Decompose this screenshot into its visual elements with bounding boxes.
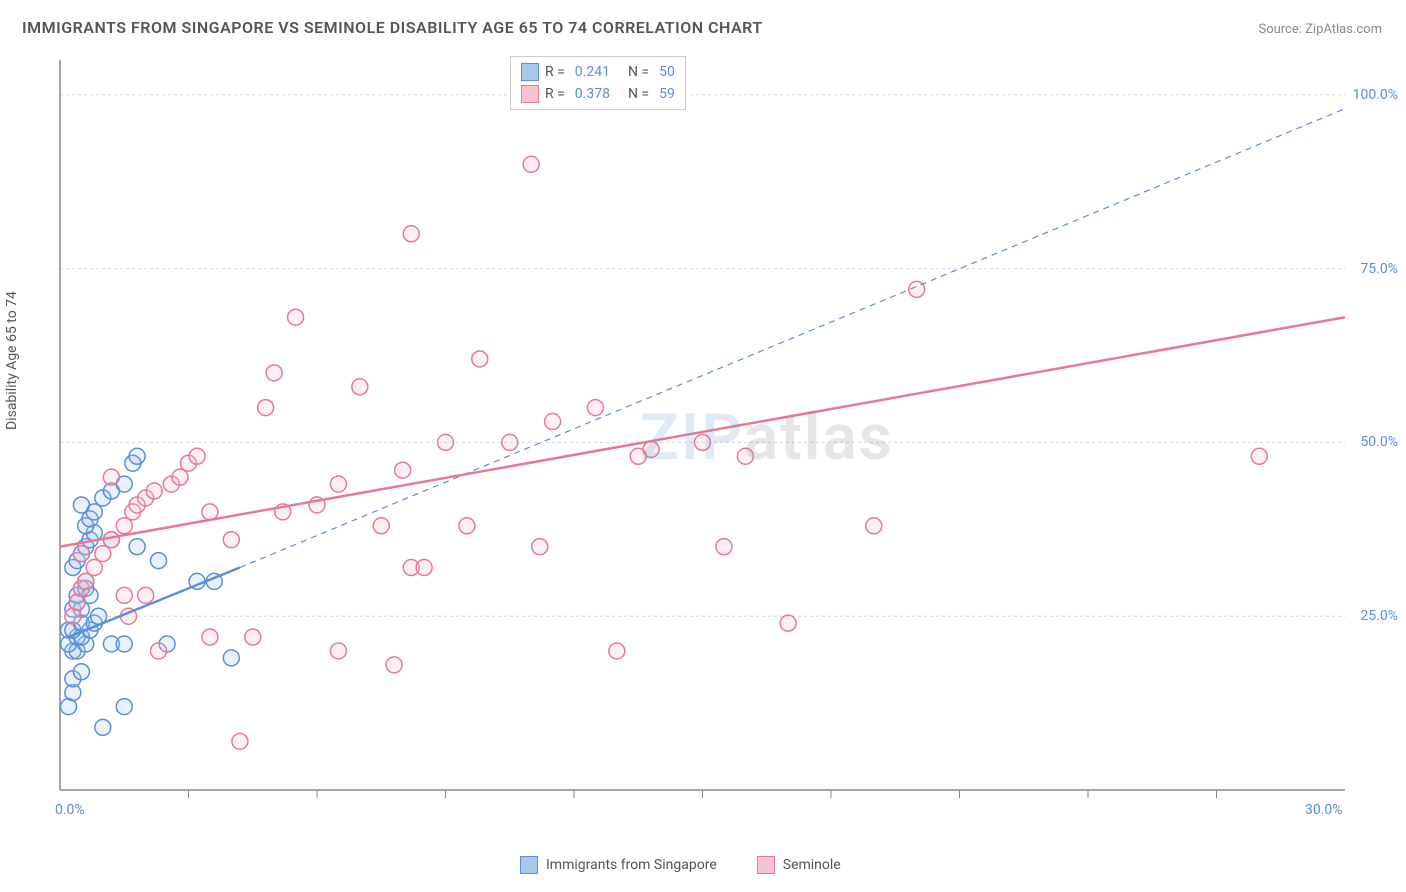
chart-area xyxy=(50,50,1385,820)
data-point xyxy=(95,546,111,562)
y-tick-label: 100.0% xyxy=(1353,87,1398,103)
data-point xyxy=(223,650,239,666)
legend-item: Immigrants from Singapore xyxy=(520,856,717,874)
data-point xyxy=(266,365,282,381)
trend-line-dashed xyxy=(240,109,1345,568)
legend-row: R = 0.241 N = 50 xyxy=(521,61,675,83)
y-tick-label: 50.0% xyxy=(1360,434,1398,450)
data-point xyxy=(202,504,218,520)
r-label: R = xyxy=(545,86,565,102)
data-point xyxy=(78,573,94,589)
y-axis-label: Disability Age 65 to 74 xyxy=(4,291,20,430)
n-value: 59 xyxy=(659,86,675,102)
data-point xyxy=(780,615,796,631)
n-label: N = xyxy=(628,86,649,102)
n-value: 50 xyxy=(659,64,675,80)
data-point xyxy=(202,629,218,645)
data-point xyxy=(232,733,248,749)
data-point xyxy=(472,351,488,367)
data-point xyxy=(643,441,659,457)
data-point xyxy=(416,560,432,576)
trend-line xyxy=(60,317,1345,546)
data-point xyxy=(95,719,111,735)
data-point xyxy=(438,434,454,450)
data-point xyxy=(86,560,102,576)
legend-label: Seminole xyxy=(783,857,841,873)
legend-swatch xyxy=(521,63,539,81)
x-tick-label: 0.0% xyxy=(55,802,85,818)
legend-row: R = 0.378 N = 59 xyxy=(521,83,675,105)
data-point xyxy=(245,629,261,645)
data-point xyxy=(116,636,132,652)
data-point xyxy=(223,532,239,548)
data-point xyxy=(146,483,162,499)
data-point xyxy=(330,643,346,659)
r-value: 0.241 xyxy=(575,64,610,80)
legend-swatch xyxy=(757,856,775,874)
data-point xyxy=(73,546,89,562)
chart-title: IMMIGRANTS FROM SINGAPORE VS SEMINOLE DI… xyxy=(22,18,763,37)
legend-swatch xyxy=(521,85,539,103)
data-point xyxy=(129,448,145,464)
data-point xyxy=(172,469,188,485)
n-label: N = xyxy=(628,64,649,80)
data-point xyxy=(373,518,389,534)
r-label: R = xyxy=(545,64,565,80)
data-point xyxy=(523,156,539,172)
data-point xyxy=(116,587,132,603)
data-point xyxy=(73,664,89,680)
data-point xyxy=(502,434,518,450)
data-point xyxy=(352,379,368,395)
data-point xyxy=(532,539,548,555)
data-point xyxy=(129,539,145,555)
legend-swatch xyxy=(520,856,538,874)
legend-label: Immigrants from Singapore xyxy=(546,857,717,873)
y-tick-label: 75.0% xyxy=(1360,261,1398,277)
data-point xyxy=(459,518,475,534)
data-point xyxy=(189,448,205,464)
data-point xyxy=(587,400,603,416)
data-point xyxy=(103,469,119,485)
data-point xyxy=(395,462,411,478)
data-point xyxy=(151,643,167,659)
source-label: Source: ZipAtlas.com xyxy=(1258,22,1382,37)
y-tick-label: 25.0% xyxy=(1360,608,1398,624)
data-point xyxy=(138,587,154,603)
data-point xyxy=(695,434,711,450)
data-point xyxy=(330,476,346,492)
scatter-plot xyxy=(50,50,1385,820)
data-point xyxy=(737,448,753,464)
data-point xyxy=(116,699,132,715)
series-legend: Immigrants from Singapore Seminole xyxy=(520,856,841,874)
legend-item: Seminole xyxy=(757,856,841,874)
data-point xyxy=(73,497,89,513)
data-point xyxy=(1251,448,1267,464)
x-tick-label: 30.0% xyxy=(1305,802,1343,818)
stats-legend: R = 0.241 N = 50 R = 0.378 N = 59 xyxy=(510,56,686,110)
data-point xyxy=(151,553,167,569)
data-point xyxy=(866,518,882,534)
data-point xyxy=(545,414,561,430)
data-point xyxy=(609,643,625,659)
data-point xyxy=(258,400,274,416)
data-point xyxy=(716,539,732,555)
data-point xyxy=(403,226,419,242)
r-value: 0.378 xyxy=(575,86,610,102)
data-point xyxy=(288,309,304,325)
data-point xyxy=(116,518,132,534)
data-point xyxy=(386,657,402,673)
